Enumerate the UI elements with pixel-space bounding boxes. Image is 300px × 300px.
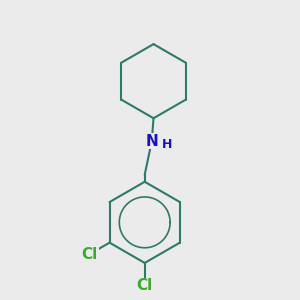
Text: Cl: Cl xyxy=(136,278,153,293)
Text: H: H xyxy=(161,137,172,151)
Text: N: N xyxy=(146,134,158,149)
Text: Cl: Cl xyxy=(82,247,98,262)
